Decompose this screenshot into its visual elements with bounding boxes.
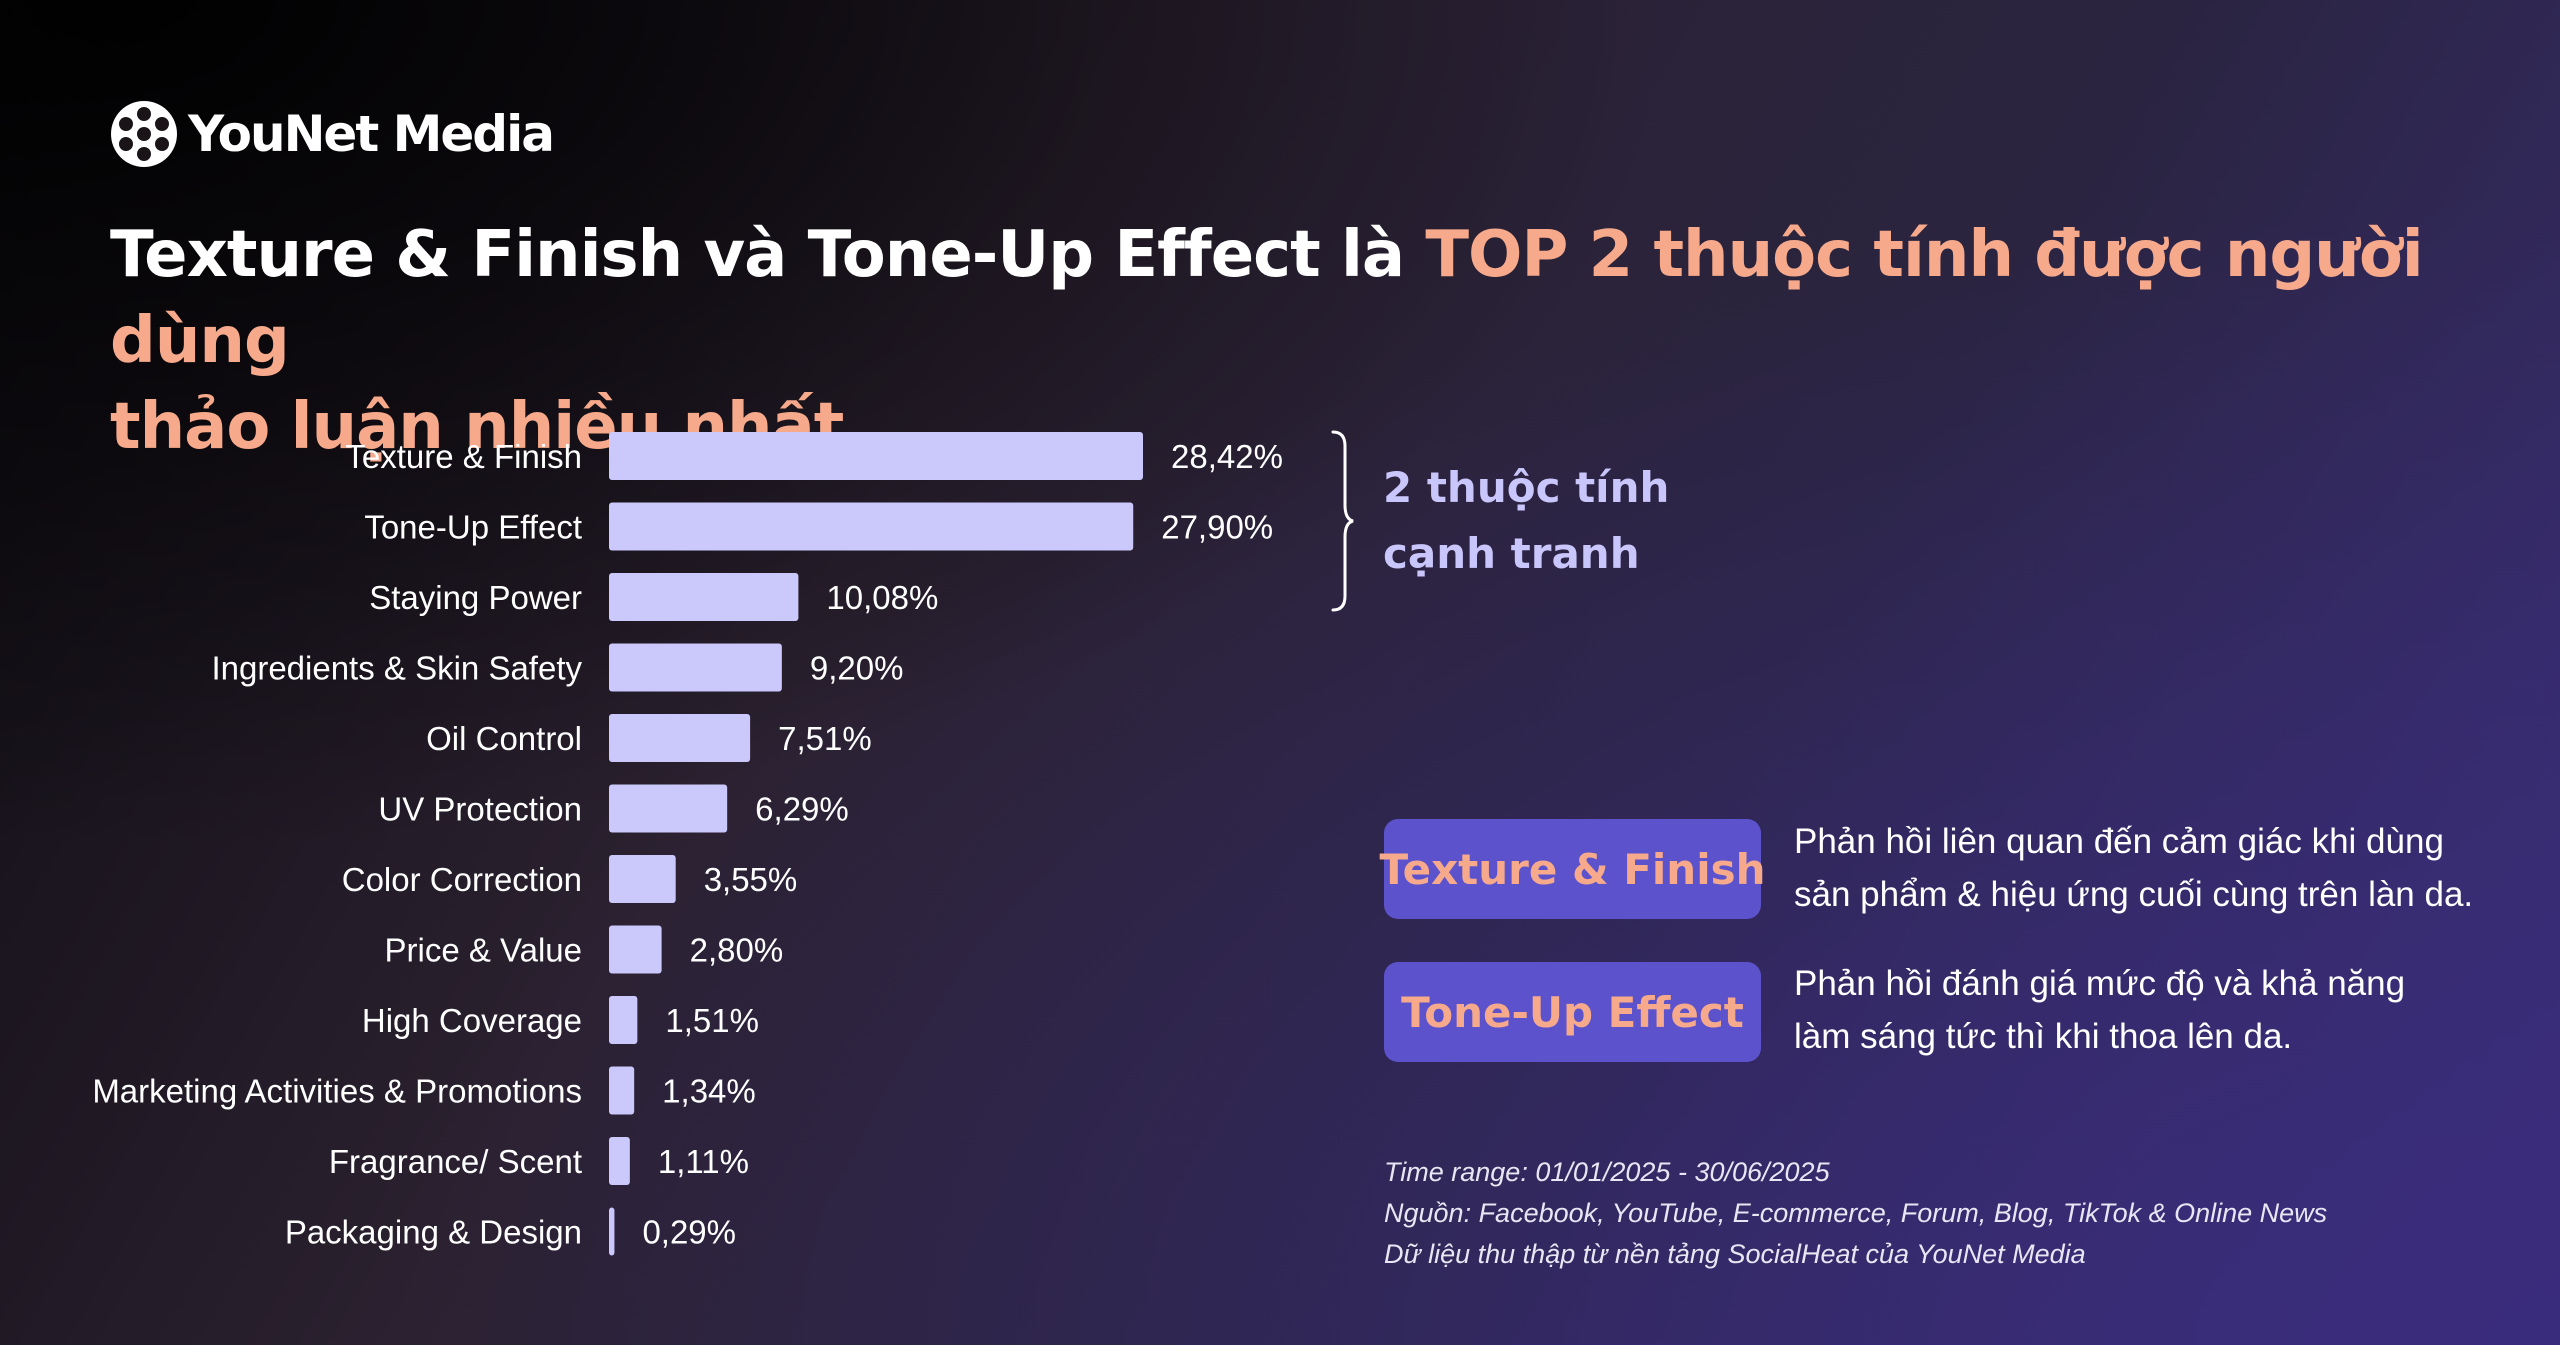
term-pill-tone-up-effect: Tone-Up Effect [1384, 962, 1761, 1062]
category-label: Texture & Finish [345, 438, 582, 475]
category-label: Fragrance/ Scent [329, 1143, 582, 1180]
bar [609, 855, 676, 903]
annotation-line-1: 2 thuộc tính [1383, 463, 1670, 512]
data-note: Dữ liệu thu thập từ nền tảng SocialHeat … [1384, 1239, 2086, 1269]
bar [609, 925, 662, 974]
category-label: High Coverage [362, 1002, 582, 1039]
definition-line: làm sáng tức thì khi thoa lên da. [1794, 1017, 2293, 1056]
value-label: 1,34% [662, 1073, 756, 1110]
category-label: UV Protection [378, 791, 582, 828]
title-part-1: Texture & Finish và Tone-Up Effect là [110, 218, 1426, 292]
page-title: Texture & Finish và Tone-Up Effect là TO… [110, 212, 2490, 470]
category-label: Ingredients & Skin Safety [211, 650, 582, 687]
logo-text: YouNet Media [188, 105, 555, 163]
category-label: Oil Control [426, 720, 582, 757]
value-label: 3,55% [704, 861, 798, 898]
definition-line: sản phẩm & hiệu ứng cuối cùng trên làn d… [1794, 875, 2474, 914]
definition-line: Phản hồi liên quan đến cảm giác khi dùng [1794, 822, 2444, 861]
annotation-line-2: cạnh tranh [1383, 529, 1640, 578]
category-label: Tone-Up Effect [364, 509, 582, 546]
bar [609, 432, 1143, 480]
category-label: Marketing Activities & Promotions [92, 1073, 582, 1110]
definition-tone-up-effect: Phản hồi đánh giá mức độ và khả năng làm… [1794, 957, 2514, 1063]
value-label: 27,90% [1161, 509, 1273, 546]
value-label: 10,08% [826, 579, 938, 616]
bar [609, 1137, 630, 1185]
bar [609, 714, 751, 762]
brand-logo: YouNet Media [110, 98, 555, 170]
value-label: 1,11% [658, 1143, 749, 1180]
value-label: 28,42% [1171, 438, 1283, 475]
category-label: Packaging & Design [285, 1214, 582, 1251]
logo-icon [111, 101, 177, 167]
value-label: 6,29% [755, 791, 849, 828]
definition-line: Phản hồi đánh giá mức độ và khả năng [1794, 964, 2406, 1003]
definition-texture-finish: Phản hồi liên quan đến cảm giác khi dùng… [1794, 815, 2514, 921]
value-label: 2,80% [690, 932, 784, 969]
category-label: Staying Power [369, 579, 582, 616]
data-source: Nguồn: Facebook, YouTube, E-commerce, Fo… [1384, 1198, 2328, 1228]
value-label: 1,51% [665, 1002, 759, 1039]
annotation-bracket [1331, 430, 1354, 612]
category-label: Price & Value [385, 932, 582, 969]
value-label: 9,20% [810, 650, 904, 687]
bar [609, 573, 799, 621]
bar [609, 996, 638, 1044]
category-label: Color Correction [342, 861, 582, 898]
term-pill-texture-finish: Texture & Finish [1380, 819, 1766, 919]
bar [609, 1066, 635, 1115]
time-range: Time range: 01/01/2025 - 30/06/2025 [1384, 1157, 1830, 1187]
bar [609, 643, 782, 692]
value-label: 0,29% [642, 1214, 736, 1251]
bar [609, 1207, 615, 1256]
bracket-annotation: 2 thuộc tính cạnh tranh [1383, 455, 1669, 587]
value-label: 7,51% [778, 720, 872, 757]
title-part-2-line-1: TOP 2 thuộc tính được người dùng [110, 218, 2424, 378]
bar [609, 784, 728, 833]
footer-notes: Time range: 01/01/2025 - 30/06/2025 Nguồ… [1384, 1152, 2327, 1275]
bar [609, 502, 1134, 551]
